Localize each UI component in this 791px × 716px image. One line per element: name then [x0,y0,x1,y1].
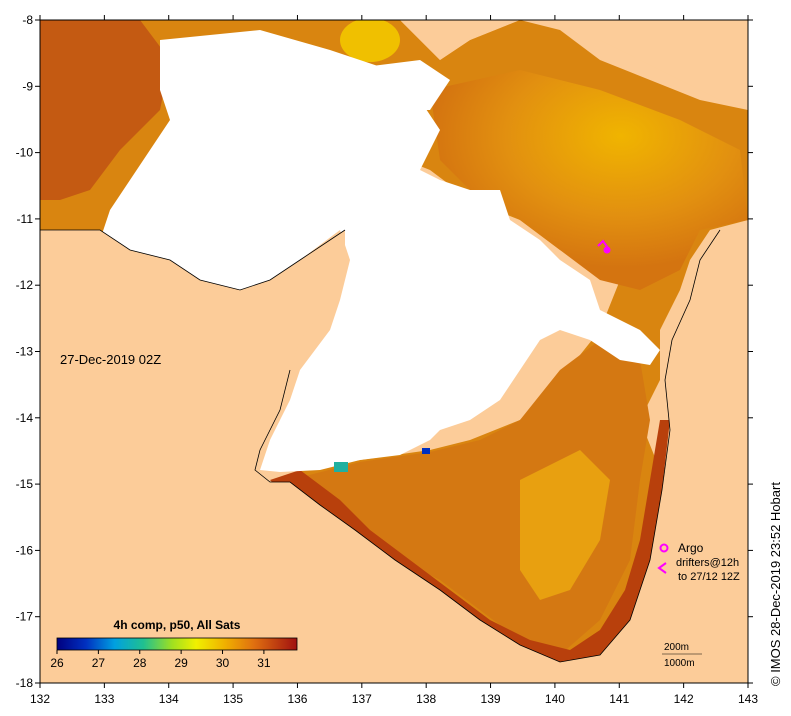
y-tick-label: -15 [16,477,34,491]
colorbar-tick-label: 27 [92,656,106,670]
colorbar-tick-label: 29 [174,656,188,670]
x-tick-label: 133 [94,692,114,706]
argo-legend-icon [659,543,669,553]
x-tick-label: 138 [416,692,436,706]
coastline-gulf [254,229,721,663]
sea-east-yellow [430,70,748,290]
contour-1000m-label: 1000m [664,658,695,669]
y-tick-label: -11 [17,212,34,226]
colorbar-tick-label: 26 [50,656,64,670]
colorbar [56,637,298,651]
y-tick-label: -9 [22,79,33,93]
argo-legend-label: Argo [678,541,704,555]
x-tick-label: 141 [609,692,629,706]
copyright-text: © IMOS 28-Dec-2019 23:52 Hobart [768,482,783,686]
y-axis: -8 -9 -10 -11 -12 -13 -14 -15 -16 -17 -18 [16,13,753,690]
x-tick-label: 132 [30,692,50,706]
y-tick-label: -18 [16,676,34,690]
drifter-legend-line1: drifters@12h [676,557,739,569]
x-tick-label: 143 [738,692,758,706]
y-tick-label: -13 [16,345,34,359]
x-tick-label: 140 [545,692,565,706]
y-tick-label: -14 [16,411,34,425]
drifter-track [597,239,609,249]
sea-northwest-warm [40,20,170,200]
y-tick-label: -8 [22,13,33,27]
contour-200m-label: 200m [664,642,689,653]
cloud-cover [100,30,660,472]
drifter-legend-icon [657,562,667,574]
y-tick-label: -12 [16,278,34,292]
cloud-patch-north [170,60,250,90]
sst-cool-patch [334,462,348,472]
land-new-guinea [400,20,748,110]
cloud-patch-northeast [340,60,450,110]
land-australia [40,225,748,683]
x-tick-label: 136 [287,692,307,706]
sst-cold-patch [422,448,430,454]
date-label: 27-Dec-2019 02Z [60,352,161,367]
y-tick-label: -10 [16,146,34,160]
argo-float-marker [603,246,611,254]
sea-gulf-yellow [520,450,610,600]
x-tick-label: 142 [674,692,694,706]
x-axis: 132 133 134 135 136 137 138 139 140 141 142 143 [30,15,758,706]
colorbar-tick-label: 31 [257,656,271,670]
x-tick-label: 135 [223,692,243,706]
y-tick-label: -17 [16,610,34,624]
colorbar-tick-label: 30 [216,656,230,670]
x-tick-label: 139 [481,692,501,706]
colorbar-title: 4h comp, p50, All Sats [114,618,241,632]
colorbar-ticks: 26 27 28 29 30 31 [50,650,271,670]
drifter-legend-line2: to 27/12 12Z [678,571,740,583]
colorbar-tick-label: 28 [133,656,147,670]
x-tick-label: 137 [352,692,372,706]
x-tick-label: 134 [159,692,179,706]
sea-north-yellow [340,20,400,62]
y-tick-label: -16 [16,543,34,557]
coastline-top-end [40,229,346,291]
